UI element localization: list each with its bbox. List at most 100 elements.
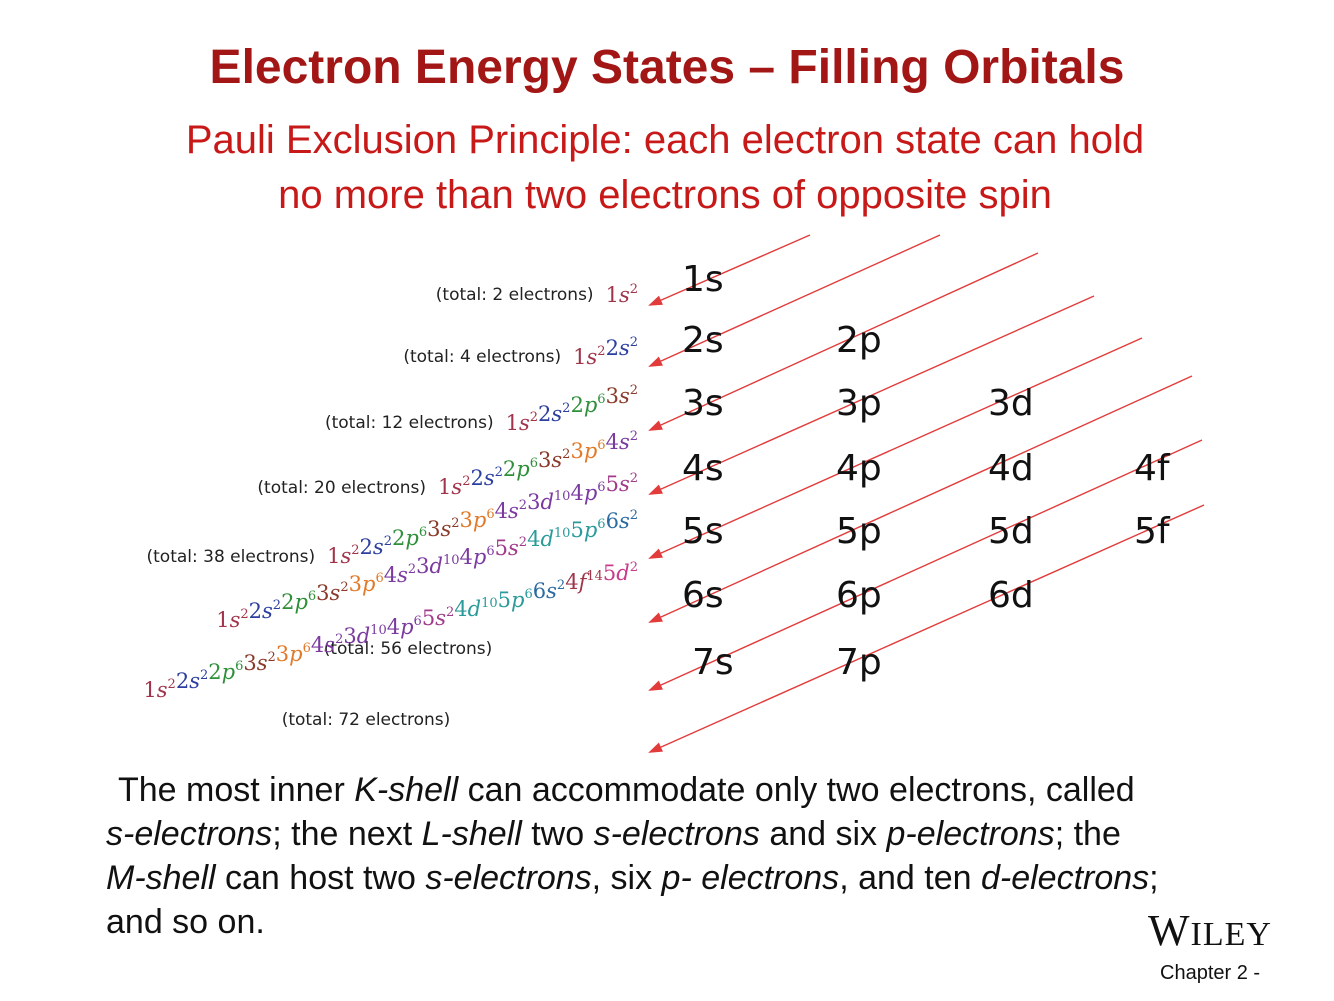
config-term-3s: 3s2 bbox=[243, 650, 275, 675]
electron-configuration: 1s2 bbox=[606, 282, 638, 307]
config-term-2s: 2s2 bbox=[606, 335, 638, 360]
slide-title: Electron Energy States – Filling Orbital… bbox=[209, 41, 1125, 94]
config-term-3s: 3s2 bbox=[538, 447, 570, 472]
diagonal-arrow-4 bbox=[648, 295, 1095, 495]
config-term-2s: 2s2 bbox=[470, 465, 502, 490]
config-term-1s: 1s2 bbox=[327, 543, 359, 568]
config-term-5s: 5s2 bbox=[422, 605, 454, 630]
orbital-label-3s: 3s bbox=[682, 383, 724, 424]
config-term-1s: 1s2 bbox=[606, 282, 638, 307]
body-text-6: ; the bbox=[1054, 815, 1121, 853]
orbital-label-4s: 4s bbox=[682, 448, 724, 489]
electron-configuration: 1s22s22p63s23p64s2 bbox=[438, 429, 638, 499]
logo-first-letter: W bbox=[1148, 906, 1191, 955]
config-term-5p: 5p6 bbox=[498, 587, 533, 612]
m-shell-term: M-shell bbox=[106, 859, 216, 897]
diagonal-arrow-6 bbox=[648, 375, 1193, 623]
config-term-4f: 4f14 bbox=[565, 569, 603, 594]
total-electrons-label: (total: 56 electrons) bbox=[324, 639, 493, 659]
orbital-label-5s: 5s bbox=[682, 511, 724, 552]
config-term-3p: 3p6 bbox=[460, 507, 495, 532]
orbital-label-4p: 4p bbox=[836, 448, 882, 489]
orbital-label-6p: 6p bbox=[836, 575, 882, 616]
config-term-3d: 3d10 bbox=[416, 553, 459, 578]
config-term-6s: 6s2 bbox=[606, 508, 638, 533]
total-electrons-label: (total: 20 electrons) bbox=[257, 478, 426, 498]
body-text-4: two bbox=[521, 815, 594, 853]
config-term-6s: 6s2 bbox=[533, 578, 565, 603]
config-term-3d: 3d10 bbox=[343, 623, 386, 648]
body-text-2: can accommodate only two electrons, call… bbox=[458, 771, 1135, 809]
config-term-5d: 5d2 bbox=[603, 560, 638, 585]
total-electrons-label: (total: 2 electrons) bbox=[436, 285, 594, 305]
p-electrons-term: p-electrons bbox=[886, 815, 1055, 853]
orbital-label-4f: 4f bbox=[1134, 448, 1171, 489]
diagonal-arrow-8 bbox=[648, 504, 1205, 753]
config-term-1s: 1s2 bbox=[143, 677, 175, 702]
orbital-label-7p: 7p bbox=[836, 642, 882, 683]
config-term-4p: 4p6 bbox=[460, 544, 495, 569]
diagonal-arrows bbox=[648, 234, 1205, 753]
s-electrons-term: s-electrons bbox=[593, 815, 760, 853]
diagonal-arrow-7 bbox=[648, 439, 1203, 691]
body-text-8: , six bbox=[591, 859, 662, 897]
diagonal-arrow-2 bbox=[648, 234, 941, 367]
config-term-4s: 4s2 bbox=[606, 429, 638, 454]
config-term-2s: 2s2 bbox=[249, 598, 281, 623]
body-text-10: ; bbox=[1149, 859, 1159, 897]
config-term-1s: 1s2 bbox=[438, 474, 470, 499]
config-term-3p: 3p6 bbox=[570, 438, 605, 463]
orbital-label-2s: 2s bbox=[682, 320, 724, 361]
orbital-label-6s: 6s bbox=[682, 575, 724, 616]
wiley-logo: WILEY bbox=[1148, 905, 1272, 956]
config-term-5s: 5s2 bbox=[606, 471, 638, 496]
subtitle-line-2: no more than two electrons of opposite s… bbox=[278, 173, 1052, 217]
total-electrons-label: (total: 72 electrons) bbox=[282, 710, 451, 730]
config-term-4s: 4s2 bbox=[495, 498, 527, 523]
total-electrons-label: (total: 38 electrons) bbox=[147, 547, 316, 567]
config-term-4s: 4s2 bbox=[311, 632, 343, 657]
config-term-2p: 2p6 bbox=[570, 392, 605, 417]
electron-configurations: 1s2(total: 2 electrons)1s22s2(total: 4 e… bbox=[143, 282, 638, 730]
config-term-1s: 1s2 bbox=[216, 607, 248, 632]
body-text-3: ; the next bbox=[272, 815, 422, 853]
config-term-2p: 2p6 bbox=[208, 659, 243, 684]
config-term-1s: 1s2 bbox=[506, 410, 538, 435]
chapter-footer: Chapter 2 - bbox=[1160, 962, 1261, 984]
config-term-4d: 4d10 bbox=[527, 526, 570, 551]
config-term-4p: 4p6 bbox=[570, 480, 605, 505]
config-term-3d: 3d10 bbox=[527, 489, 570, 514]
orbital-label-5p: 5p bbox=[836, 511, 882, 552]
config-term-3p: 3p6 bbox=[276, 641, 311, 666]
config-term-2s: 2s2 bbox=[360, 534, 392, 559]
body-text-1: The most inner bbox=[118, 771, 355, 809]
config-term-3s: 3s2 bbox=[606, 383, 638, 408]
config-term-4d: 4d10 bbox=[454, 596, 497, 621]
d-electrons-term: d-electrons bbox=[980, 859, 1150, 897]
electron-configuration: 1s22s22p63s23p64s23d104p65s24d105p66s24f… bbox=[143, 560, 638, 702]
electron-configuration: 1s22s22p63s2 bbox=[506, 383, 638, 435]
l-shell-term: L-shell bbox=[421, 815, 522, 853]
diagonal-arrow-1 bbox=[648, 234, 811, 306]
orbital-label-6d: 6d bbox=[988, 575, 1034, 616]
orbital-label-5f: 5f bbox=[1134, 511, 1171, 552]
config-term-5s: 5s2 bbox=[495, 535, 527, 560]
body-text-11: and so on. bbox=[106, 903, 265, 941]
body-text-5: and six bbox=[759, 815, 887, 853]
slide-subtitle: Pauli Exclusion Principle: each electron… bbox=[110, 113, 1220, 223]
orbital-label-1s: 1s bbox=[682, 259, 724, 300]
s-electrons-term: s-electrons bbox=[425, 859, 592, 897]
diagonal-arrow-3 bbox=[648, 252, 1039, 431]
body-paragraph: The most inner K-shell can accommodate o… bbox=[106, 768, 1276, 944]
config-term-2s: 2s2 bbox=[538, 401, 570, 426]
config-term-5p: 5p6 bbox=[570, 517, 605, 542]
orbital-label-5d: 5d bbox=[988, 511, 1034, 552]
electron-configuration: 1s22s22p63s23p64s23d104p65s2 bbox=[327, 471, 638, 568]
orbital-label-3p: 3p bbox=[836, 383, 882, 424]
config-term-4s: 4s2 bbox=[384, 562, 416, 587]
config-term-3s: 3s2 bbox=[316, 580, 348, 605]
config-term-2p: 2p6 bbox=[503, 456, 538, 481]
p-electrons-term: p- electrons bbox=[661, 859, 840, 897]
config-term-2s: 2s2 bbox=[176, 668, 208, 693]
